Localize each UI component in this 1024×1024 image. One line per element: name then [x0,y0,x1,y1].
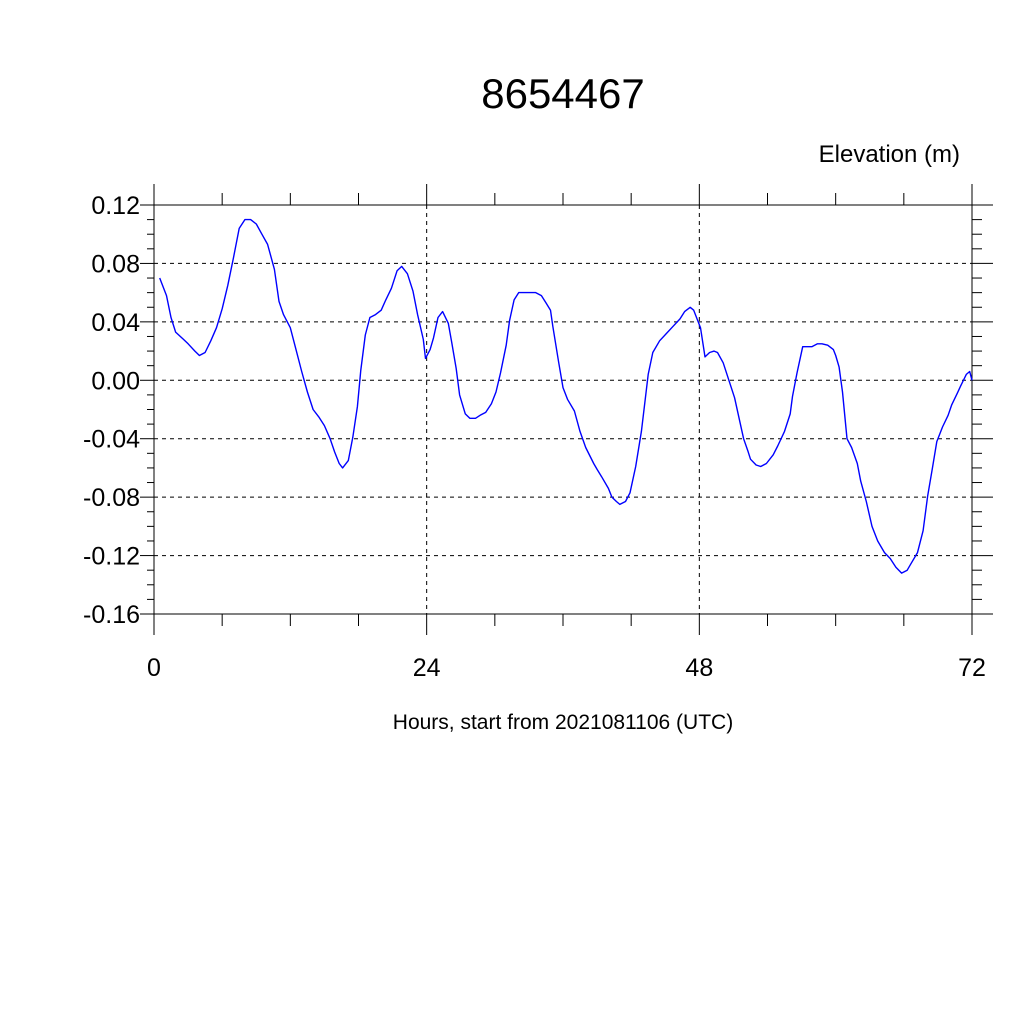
x-tick-label: 24 [413,654,441,682]
x-tick-label: 0 [147,654,161,682]
x-tick-label: 48 [685,654,713,682]
x-tick-label: 72 [958,654,986,682]
y-tick-label: -0.16 [83,601,140,629]
elevation-line [159,218,973,574]
series-layer [159,218,973,574]
y-axis-label: Elevation (m) [819,141,960,168]
y-tick-label: 0.12 [91,192,140,220]
y-tick-label: 0.04 [91,309,140,337]
x-axis-label: Hours, start from 2021081106 (UTC) [393,711,733,734]
grid-lines [153,204,973,615]
y-tick-label: 0.08 [91,250,140,278]
chart-title: 8654467 [481,70,645,117]
axes [140,184,993,635]
y-tick-label: -0.12 [83,543,140,571]
y-tick-label: -0.04 [83,426,140,454]
y-tick-label: 0.00 [91,367,140,395]
tick-labels: 0.12 0.08 0.04 0.00 -0.04 -0.08 -0.12 -0.160 24 4… [83,192,986,682]
y-tick-label: -0.08 [83,484,140,512]
